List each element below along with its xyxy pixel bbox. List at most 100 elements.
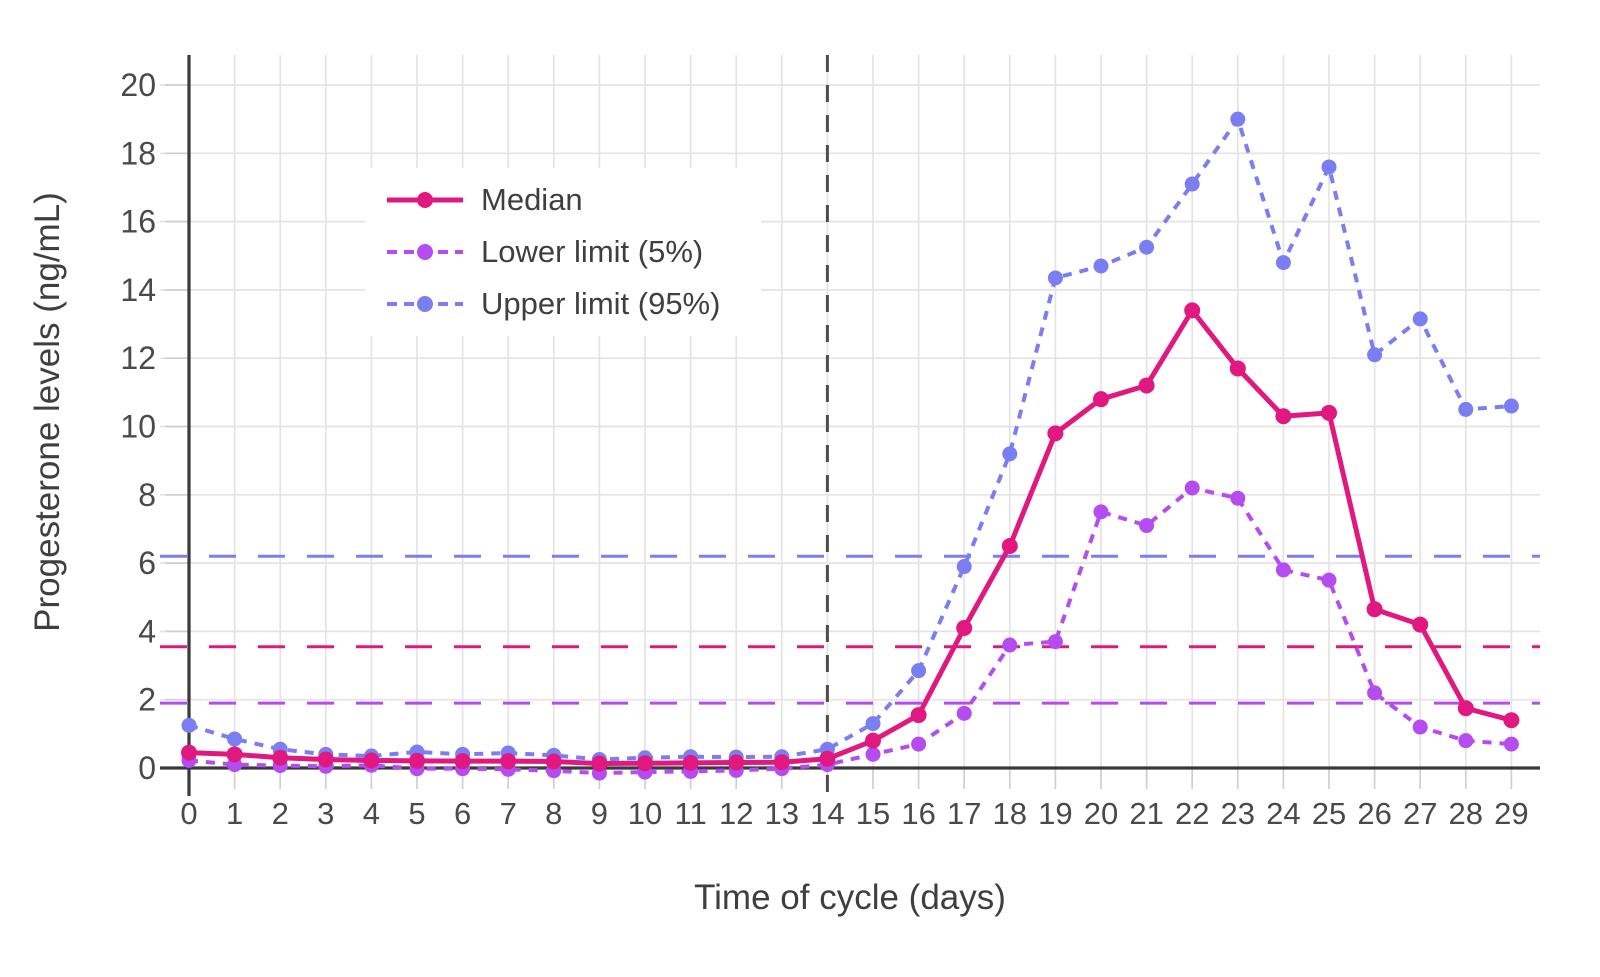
data-point-upper-limit <box>1458 401 1474 417</box>
svg-text:11: 11 <box>675 796 707 831</box>
data-point-lower-limit <box>1047 634 1063 650</box>
svg-text:13: 13 <box>765 796 799 831</box>
svg-text:9: 9 <box>591 796 608 831</box>
data-point-lower-limit <box>956 705 972 721</box>
svg-text:1: 1 <box>226 796 243 831</box>
svg-text:5: 5 <box>408 796 425 831</box>
data-point-lower-limit <box>1367 685 1383 701</box>
data-point-upper-limit <box>911 663 927 679</box>
data-point-lower-limit <box>1458 733 1474 749</box>
data-point-lower-limit <box>1503 736 1519 752</box>
series-line-lower-limit <box>188 485 1512 776</box>
upper-limit-line-symbol <box>387 296 463 312</box>
svg-text:3: 3 <box>317 796 334 831</box>
data-point-lower-limit <box>1139 518 1155 534</box>
data-point-lower-limit <box>1093 504 1109 520</box>
data-point-median <box>1229 360 1246 377</box>
svg-text:12: 12 <box>120 340 156 376</box>
data-point-median <box>1457 700 1474 717</box>
svg-text:25: 25 <box>1312 796 1346 831</box>
svg-text:2: 2 <box>272 796 289 831</box>
data-point-median <box>500 753 517 770</box>
svg-text:14: 14 <box>120 272 156 308</box>
data-point-upper-limit <box>1503 398 1519 414</box>
data-point-upper-limit <box>1321 159 1337 175</box>
svg-text:27: 27 <box>1403 796 1437 831</box>
data-point-upper-limit <box>1230 111 1246 127</box>
series-line-median <box>188 307 1513 767</box>
svg-text:28: 28 <box>1449 796 1483 831</box>
svg-text:14: 14 <box>810 796 844 831</box>
series-median <box>181 302 1520 772</box>
x-tick-labels: 0 1 2 3 4 5 6 7 8 9 10 11 12 13 14 15 16 17 18 19 20 21 22 23 24… <box>180 796 1528 831</box>
data-point-lower-limit <box>1275 562 1291 578</box>
data-point-median <box>1275 408 1292 425</box>
data-point-median <box>637 755 653 772</box>
svg-text:10: 10 <box>120 409 156 445</box>
svg-text:0: 0 <box>180 796 197 831</box>
svg-text:2: 2 <box>138 682 156 718</box>
legend-label-lower-limit: Lower limit (5%) <box>481 234 704 269</box>
data-point-median <box>819 750 836 767</box>
data-point-median <box>1138 377 1155 394</box>
svg-text:4: 4 <box>138 613 156 649</box>
svg-text:6: 6 <box>454 796 471 831</box>
data-point-lower-limit <box>865 746 881 762</box>
svg-text:21: 21 <box>1129 796 1163 831</box>
svg-text:20: 20 <box>1084 796 1118 831</box>
data-point-lower-limit <box>1230 490 1246 506</box>
median-line-symbol <box>387 192 463 208</box>
svg-text:29: 29 <box>1494 796 1528 831</box>
data-point-upper-limit <box>1002 446 1018 462</box>
data-point-median <box>1184 302 1201 319</box>
data-point-median <box>728 754 745 771</box>
data-point-median <box>1503 712 1520 729</box>
data-point-upper-limit <box>1184 176 1200 192</box>
axes <box>160 55 1540 796</box>
data-point-median <box>409 752 425 769</box>
svg-text:17: 17 <box>947 796 981 831</box>
svg-text:8: 8 <box>138 477 156 513</box>
legend: Median Lower limit (5%) Upper limit (95%… <box>365 168 761 336</box>
svg-text:19: 19 <box>1038 796 1072 831</box>
data-point-lower-limit <box>1321 572 1337 588</box>
data-point-median <box>1093 391 1109 408</box>
data-point-median <box>272 749 289 766</box>
legend-item-lower-limit[interactable]: Lower limit (5%) <box>385 230 761 274</box>
data-point-median <box>1001 538 1018 555</box>
svg-text:10: 10 <box>628 796 662 831</box>
data-point-upper-limit <box>956 559 972 575</box>
data-point-median <box>1321 404 1337 421</box>
legend-label-median: Median <box>481 182 583 217</box>
legend-item-median[interactable]: Median <box>385 178 761 222</box>
data-point-median <box>591 755 608 772</box>
svg-text:12: 12 <box>719 796 753 831</box>
reference-lines <box>160 554 1540 705</box>
data-point-median <box>454 753 471 770</box>
svg-text:24: 24 <box>1266 796 1300 831</box>
data-point-upper-limit <box>1139 239 1155 255</box>
lower-limit-line-symbol <box>387 244 463 260</box>
legend-label-upper-limit: Upper limit (95%) <box>481 286 721 321</box>
data-point-lower-limit <box>911 736 927 752</box>
data-point-upper-limit <box>1367 347 1383 363</box>
svg-text:15: 15 <box>856 796 890 831</box>
svg-text:23: 23 <box>1221 796 1255 831</box>
svg-text:18: 18 <box>993 796 1027 831</box>
data-point-upper-limit <box>1047 270 1063 286</box>
svg-text:8: 8 <box>545 796 562 831</box>
data-point-median <box>956 619 973 636</box>
svg-text:16: 16 <box>901 796 935 831</box>
svg-text:18: 18 <box>120 135 156 171</box>
svg-text:16: 16 <box>120 204 156 240</box>
data-point-upper-limit <box>227 731 243 747</box>
data-point-median <box>363 752 380 769</box>
data-point-upper-limit <box>1275 255 1291 271</box>
data-point-median <box>865 732 881 749</box>
legend-item-upper-limit[interactable]: Upper limit (95%) <box>385 282 761 326</box>
data-point-median <box>1047 425 1064 442</box>
x-axis-title: Time of cycle (days) <box>694 878 1006 917</box>
gridlines <box>160 55 1540 768</box>
svg-text:4: 4 <box>363 796 380 831</box>
